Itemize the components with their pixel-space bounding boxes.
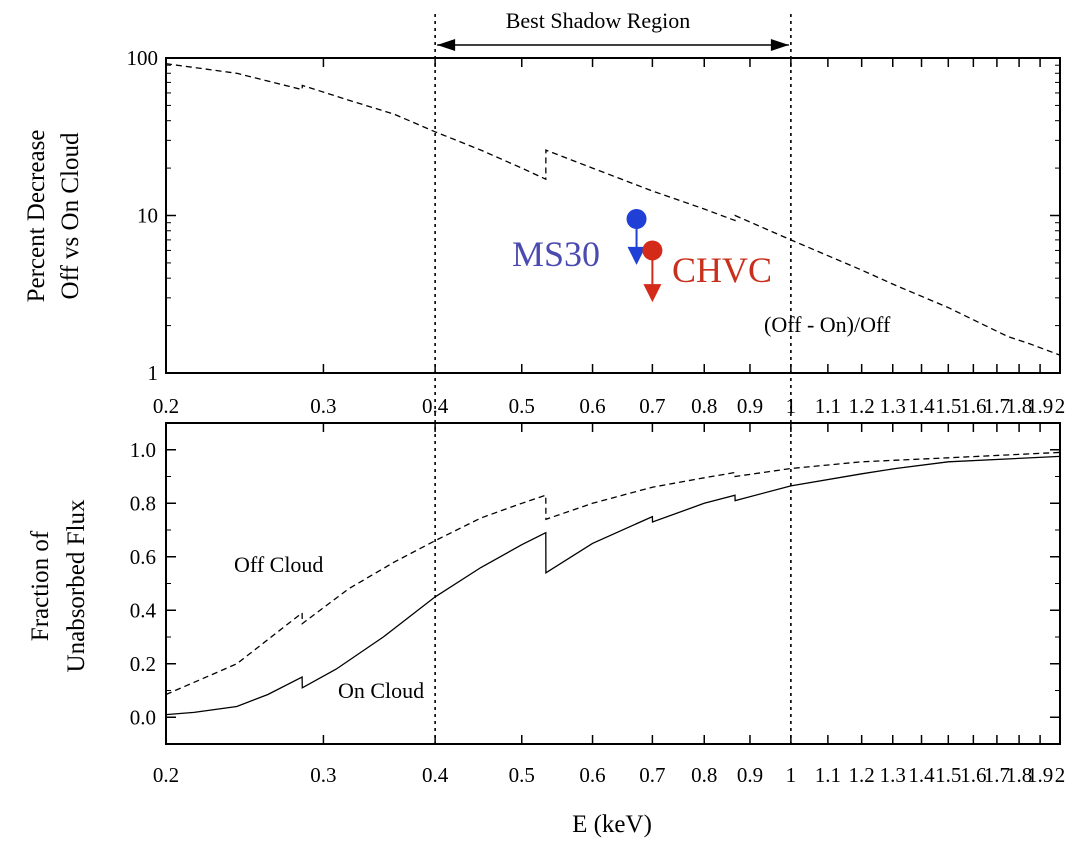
bottom-y-tick-label: 1.0: [130, 438, 156, 462]
region-arrow-left-head: [437, 39, 456, 51]
top-y-tick-label: 100: [127, 46, 159, 70]
ms30-limit-arrowhead: [627, 246, 646, 265]
bottom-y-tick-label: 0.4: [130, 598, 157, 622]
top-x-tick-label: 0.8: [691, 394, 717, 418]
top-y-tick-label: 1: [148, 361, 159, 385]
top-x-tick-label: 0.5: [509, 394, 535, 418]
xlabel: E (keV): [572, 811, 652, 838]
top-x-tick-label: 1.1: [815, 394, 841, 418]
bottom-y-tick-label: 0.8: [130, 491, 156, 515]
top-x-tick-label: 1.8: [1006, 394, 1032, 418]
bottom-x-tick-label: 1.2: [849, 763, 875, 787]
bottom-x-tick-label: 0.6: [579, 763, 605, 787]
top-series-line: [165, 63, 1061, 356]
off-cloud-line: [165, 451, 1061, 696]
on-cloud-label: On Cloud: [338, 678, 424, 703]
ms30-point: [626, 209, 647, 230]
bottom-y-tick-label: 0.2: [130, 652, 156, 676]
bottom-x-tick-label: 1: [786, 763, 797, 787]
bottom-x-tick-label: 0.2: [153, 763, 179, 787]
top-x-tick-label: 0.7: [639, 394, 665, 418]
top-ylabel-line2: Off vs On Cloud: [57, 132, 84, 299]
best-shadow-region-label: Best Shadow Region: [506, 8, 691, 33]
top-x-tick-label: 1.5: [935, 394, 961, 418]
top-ylabel-line1: Percent Decrease: [23, 130, 50, 303]
on-cloud-line: [165, 455, 1061, 716]
bottom-y-tick-label: 0.6: [130, 545, 156, 569]
top-x-tick-label: 0.3: [310, 394, 336, 418]
bottom-x-tick-label: 0.4: [422, 763, 449, 787]
chvc-label: CHVC: [672, 250, 772, 290]
top-x-tick-label: 0.9: [737, 394, 763, 418]
bottom-x-tick-label: 2: [1055, 763, 1066, 787]
bottom-y-tick-label: 0.0: [130, 705, 156, 729]
bottom-x-tick-label: 0.9: [737, 763, 763, 787]
bottom-x-tick-label: 0.3: [310, 763, 336, 787]
chart-marks: 0.20.30.40.50.60.70.80.911.11.21.31.41.5…: [127, 14, 1066, 787]
top-y-tick-label: 10: [137, 204, 158, 228]
chvc-point: [642, 240, 663, 261]
top-x-tick-label: 0.2: [153, 394, 179, 418]
top-x-tick-label: 0.6: [579, 394, 605, 418]
bottom-ylabel-line2: Unabsorbed Flux: [63, 499, 90, 672]
bottom-x-tick-label: 1.8: [1006, 763, 1032, 787]
top-x-tick-label: 2: [1055, 394, 1066, 418]
bottom-x-tick-label: 0.8: [691, 763, 717, 787]
bottom-x-tick-label: 0.7: [639, 763, 665, 787]
chvc-limit-arrowhead: [643, 284, 662, 303]
bottom-x-tick-label: 1.6: [960, 763, 986, 787]
top-x-tick-label: 1.2: [849, 394, 875, 418]
bottom-ylabel-line1: Fraction of: [27, 530, 54, 641]
region-arrow-right-head: [770, 39, 789, 51]
ratio-series-label: (Off - On)/Off: [764, 312, 891, 337]
bottom-x-tick-label: 1.4: [908, 763, 935, 787]
bottom-x-tick-label: 1.1: [815, 763, 841, 787]
bottom-x-tick-label: 0.5: [509, 763, 535, 787]
bottom-x-tick-label: 1.9: [1027, 763, 1053, 787]
top-x-tick-label: 1.3: [880, 394, 906, 418]
ms30-label: MS30: [512, 234, 600, 274]
off-cloud-label: Off Cloud: [234, 552, 323, 577]
top-x-tick-label: 1.6: [960, 394, 986, 418]
bottom-x-tick-label: 1.7: [984, 763, 1010, 787]
top-x-tick-label: 1.7: [984, 394, 1010, 418]
bottom-x-tick-label: 1.3: [880, 763, 906, 787]
top-x-tick-label: 1.4: [908, 394, 935, 418]
top-x-tick-label: 1.9: [1027, 394, 1053, 418]
bottom-x-tick-label: 1.5: [935, 763, 961, 787]
